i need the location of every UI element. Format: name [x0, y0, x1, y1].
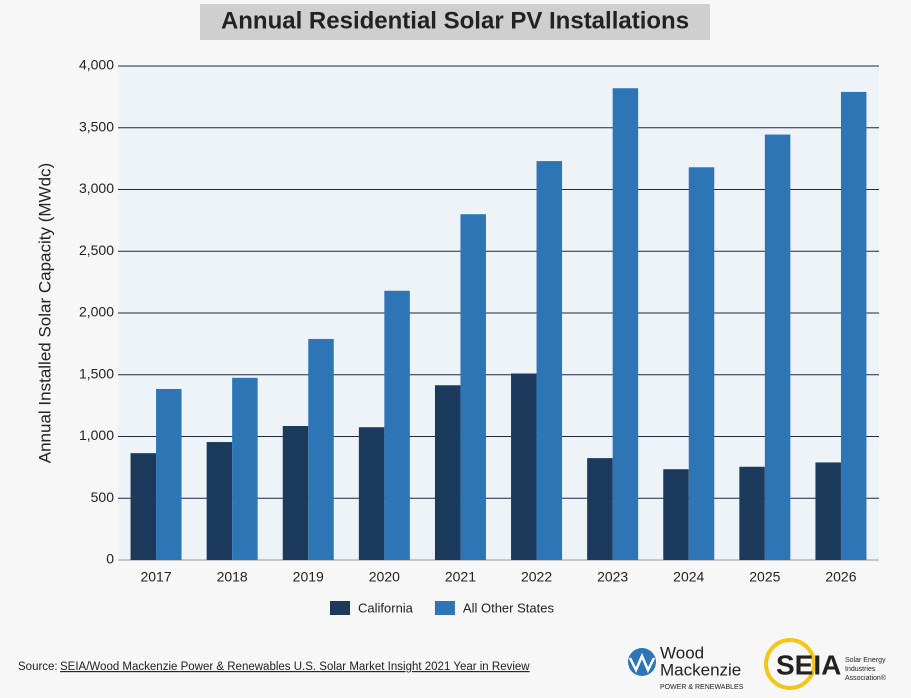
bar	[384, 290, 410, 560]
logo-text: Wood	[660, 643, 704, 662]
y-axis-label: Annual Installed Solar Capacity (MWdc)	[35, 163, 54, 463]
bar	[536, 161, 563, 560]
logo-text: Solar Energy	[845, 657, 886, 664]
title-background	[200, 4, 710, 40]
x-tick-label: 2021	[445, 569, 476, 585]
legend-label: All Other States	[463, 600, 555, 615]
logo-text: Industries	[845, 666, 876, 673]
bar	[206, 442, 233, 560]
logo-text: Mackenzie	[660, 660, 741, 679]
bar	[612, 88, 639, 560]
logo-icon	[764, 638, 816, 690]
y-tick-label: 500	[91, 489, 115, 505]
source-link[interactable]: SEIA/Wood Mackenzie Power & Renewables U…	[60, 661, 530, 673]
y-tick-label: 0	[106, 551, 114, 567]
legend-swatch	[434, 601, 455, 615]
seia-logo: SEIA Solar Energy Industries Association…	[764, 638, 887, 690]
bar	[815, 462, 841, 560]
x-tick-label: 2019	[293, 569, 324, 585]
bar	[434, 385, 461, 560]
x-tick-label: 2022	[521, 569, 552, 585]
wood-mackenzie-logo: Wood Mackenzie POWER & RENEWABLES	[628, 643, 744, 691]
logo-text: SEIA	[776, 649, 841, 680]
x-tick-label: 2023	[597, 569, 628, 585]
y-tick-label: 4,000	[79, 57, 114, 73]
logo-icon-mark	[628, 652, 656, 673]
bar	[688, 167, 715, 560]
bar	[587, 458, 613, 560]
legend-label: California	[358, 600, 414, 615]
bar	[764, 134, 791, 561]
x-tick-label: 2018	[217, 569, 248, 585]
logo-text: Association®	[845, 674, 887, 682]
bar	[358, 427, 385, 560]
source-prefix: Source:	[18, 661, 58, 673]
bar	[511, 373, 537, 560]
bar	[282, 426, 309, 560]
bar	[840, 91, 867, 560]
x-tick-label: 2017	[140, 569, 171, 585]
bar	[232, 377, 258, 560]
bar	[156, 388, 182, 560]
x-tick-label: 2020	[369, 569, 400, 585]
legend-swatch	[330, 601, 350, 615]
y-tick-label: 2,000	[79, 304, 114, 320]
y-tick-label: 3,000	[79, 180, 114, 196]
y-tick-label: 1,000	[79, 427, 114, 443]
bar	[663, 469, 689, 560]
y-tick-label: 3,500	[79, 118, 114, 134]
x-tick-label: 2026	[825, 569, 856, 585]
bar	[460, 214, 486, 560]
logo-text: POWER & RENEWABLES	[660, 684, 744, 691]
x-tick-label: 2025	[749, 569, 780, 585]
bar	[308, 338, 334, 560]
y-tick-label: 1,500	[79, 365, 114, 381]
bar	[130, 453, 157, 560]
y-tick-label: 2,500	[79, 242, 114, 258]
chart-title: Annual Residential Solar PV Installation…	[221, 7, 689, 34]
bar	[739, 466, 765, 560]
x-tick-label: 2024	[673, 569, 704, 585]
